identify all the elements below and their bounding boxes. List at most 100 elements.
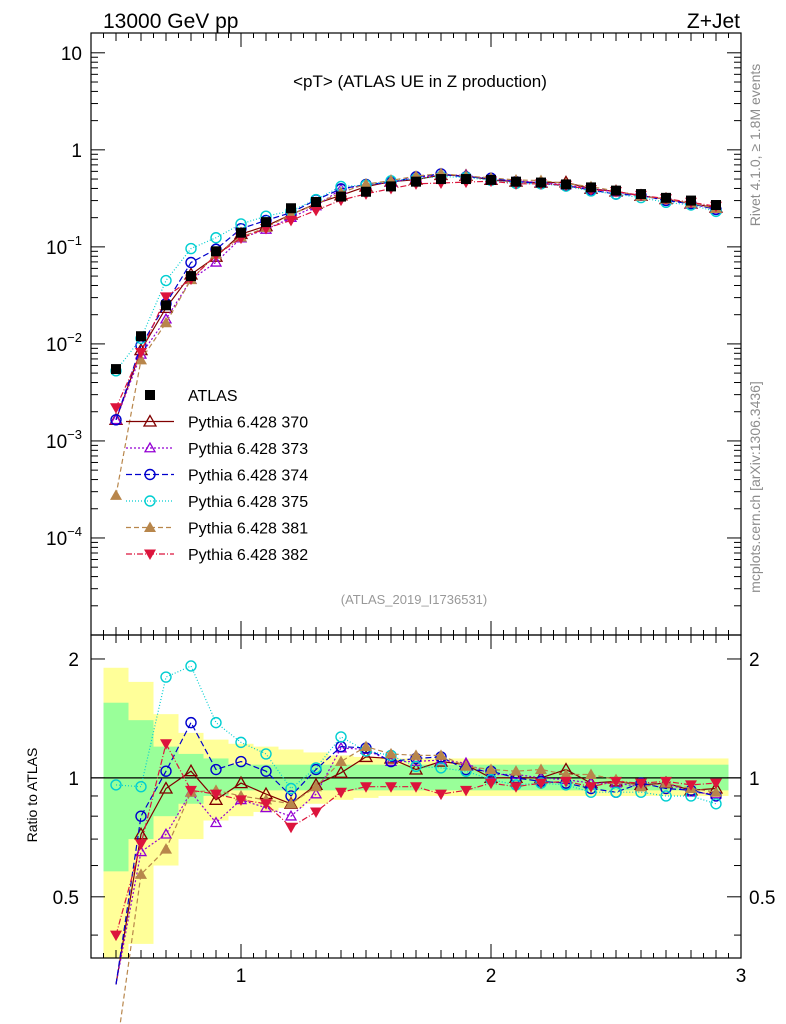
series-2-point-0 [110,414,122,426]
legend-marker-0 [145,390,155,400]
series-5-point-1 [135,347,147,359]
ratio-5-point-0 [110,930,122,942]
series-1 [109,168,723,425]
ratio-4-point-12 [410,749,422,760]
ratio-5-point-22 [660,776,672,788]
legend-entry-6: Pythia 6.428 382 [126,547,308,564]
series-4-point-2 [160,316,172,328]
legend: ATLAS Pythia 6.428 370 Pythia 6.428 373 Pyt… [126,388,308,564]
ratio-4-point-2 [160,843,172,854]
ratio-5-point-14 [460,785,472,797]
data-point-0 [111,364,121,375]
ratio-4-point-7 [285,797,297,809]
ratio-4-point-11 [385,747,397,759]
main-y-tick-label: 10−2 [46,330,82,356]
ratio-4-point-1 [135,868,147,879]
ratio-1-point-6 [259,801,273,813]
series-1-point-0 [109,413,123,425]
data-series [111,174,721,375]
ratio-3-point-13 [435,762,447,774]
ratio-3-point-7 [285,782,297,795]
ratio-y-tick-label-left: 2 [68,650,79,671]
ratio-4-point-18 [560,768,572,779]
ratio-4-point-16 [510,765,522,776]
data-point-9 [336,191,346,202]
ratio-3-point-2 [160,671,172,683]
ratio-line-2 [115,721,717,985]
series-line-2 [115,173,717,420]
ratio-1-point-12 [409,755,423,766]
data-point-4 [211,246,221,257]
data-point-22 [661,192,671,203]
ratio-4-point-24 [710,786,722,797]
ratio-5-point-8 [310,807,322,818]
ratio-0-point-9 [333,765,349,778]
ratio-5-point-11 [385,782,397,793]
ratio-y-tick-label-right: 0.5 [749,888,775,909]
series-3-point-2 [160,274,172,287]
legend-label-4: Pythia 6.428 375 [188,494,308,511]
legend-marker-4 [144,495,156,507]
series-3 [110,170,722,377]
main-plot-series [108,167,724,500]
axes-ticks: 1 2 3 10−4 10−3 10−2 10−1 1 10 0.5 0.5 1 1 2 2 [46,33,775,987]
legend-entry-2: Pythia 6.428 373 [126,441,308,458]
legend-marker-3 [144,468,156,481]
legend-entry-5: Pythia 6.428 381 [126,521,308,538]
series-3-point-4 [210,232,222,244]
ratio-4-point-14 [460,760,472,771]
ratio-3-point-5 [235,736,247,749]
data-point-15 [486,174,496,185]
data-point-2 [161,300,171,311]
ratio-2-point-2 [160,765,172,777]
ratio-1-point-8 [309,787,323,799]
ratio-3-point-3 [185,660,197,672]
ratio-1-point-1 [134,845,148,857]
main-y-tick-label: 10−3 [46,427,82,453]
data-point-16 [511,176,521,187]
ratio-5-point-12 [410,782,422,793]
ratio-5-point-19 [585,782,597,793]
series-5 [110,176,722,414]
header-right-title: Z+Jet [687,10,740,33]
legend-label-1: Pythia 6.428 370 [188,415,308,432]
ratio-3-point-12 [410,760,422,772]
series-line-1 [115,174,717,421]
ratio-5-point-3 [185,785,197,797]
ratio-band-green-0 [103,702,129,872]
ratio-5-point-20 [610,776,622,788]
legend-label-6: Pythia 6.428 382 [188,547,308,564]
ratio-5-point-23 [685,780,697,791]
data-point-1 [136,331,146,342]
ratio-line-1 [115,747,717,985]
data-point-14 [461,174,471,185]
data-point-12 [411,176,421,187]
series-4-point-0 [110,489,122,500]
ratio-5-point-7 [285,822,297,834]
ratio-5-point-2 [160,739,172,750]
ratio-4-point-19 [585,768,597,779]
series-line-0 [115,174,717,421]
legend-entry-4: Pythia 6.428 375 [126,494,308,511]
ratio-2-point-1 [135,810,147,822]
main-y-tick-label: 10−4 [46,524,82,550]
ratio-3-point-8 [310,762,322,774]
main-y-tick-label: 10−1 [46,233,82,259]
data-point-20 [611,185,621,196]
ratio-5-point-5 [235,795,247,806]
series-line-3 [115,175,717,372]
data-point-5 [236,227,246,238]
series-5-point-7 [285,215,297,227]
ratio-3-point-6 [260,748,272,760]
ratio-0-point-2 [158,781,174,794]
ratio-plot-series [110,660,724,1024]
ratio-0-point-4 [208,792,224,805]
series-2-point-3 [185,256,197,269]
legend-label-2: Pythia 6.428 373 [188,441,308,458]
ratio-0-point-3 [183,763,199,777]
ratio-1-point-4 [209,816,223,828]
ratio-2-point-4 [210,763,222,776]
ratio-y-tick-label-left: 1 [68,769,79,790]
ratio-4-point-9 [335,755,347,767]
